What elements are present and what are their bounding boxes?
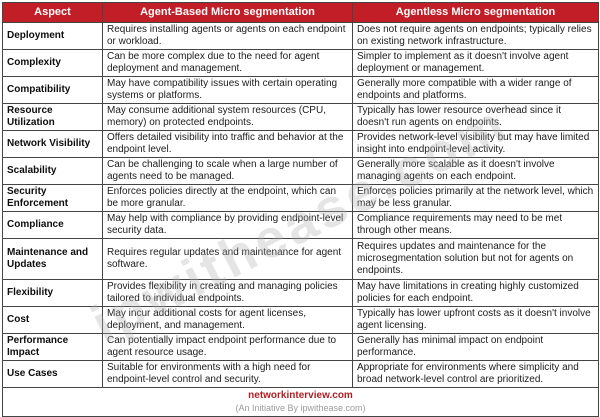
aspect-cell: Resource Utilization	[2, 103, 103, 131]
table-row: Use Cases Suitable for environments with…	[2, 360, 599, 388]
agent-based-cell: Can be more complex due to the need for …	[102, 49, 353, 77]
table-row: Complexity Can be more complex due to th…	[2, 49, 599, 77]
table-row: Network Visibility Offers detailed visib…	[2, 130, 599, 158]
header-aspect: Aspect	[2, 2, 103, 23]
agent-based-cell: Can be challenging to scale when a large…	[102, 157, 353, 185]
table-row: Resource Utilization May consume additio…	[2, 103, 599, 131]
agent-based-cell: Enforces policies directly at the endpoi…	[102, 184, 353, 212]
agentless-cell: Typically has lower resource overhead si…	[352, 103, 599, 131]
agentless-cell: Generally more scalable as it doesn't in…	[352, 157, 599, 185]
agent-based-cell: May consume additional system resources …	[102, 103, 353, 131]
table-row: Scalability Can be challenging to scale …	[2, 157, 599, 185]
aspect-cell: Use Cases	[2, 360, 103, 388]
agent-based-cell: May incur additional costs for agent lic…	[102, 306, 353, 334]
table-row: Performance Impact Can potentially impac…	[2, 333, 599, 361]
agentless-cell: Typically has lower upfront costs as it …	[352, 306, 599, 334]
agentless-cell: Compliance requirements may need to be m…	[352, 211, 599, 239]
aspect-cell: Deployment	[2, 22, 103, 50]
footer-site-link: networkinterview.com	[248, 390, 353, 401]
agent-based-cell: Suitable for environments with a high ne…	[102, 360, 353, 388]
footer-cell: networkinterview.com (An Initiative By i…	[2, 387, 599, 417]
aspect-cell: Compatibility	[2, 76, 103, 104]
agent-based-cell: May have compatibility issues with certa…	[102, 76, 353, 104]
agentless-cell: Provides network-level visibility but ma…	[352, 130, 599, 158]
table-row: Maintenance and Updates Requires regular…	[2, 238, 599, 280]
table-header-row: Aspect Agent-Based Micro segmentation Ag…	[2, 2, 599, 23]
footer-initiative-text: (An Initiative By ipwithease.com)	[235, 403, 366, 413]
table-row: Security Enforcement Enforces policies d…	[2, 184, 599, 212]
header-agent-based: Agent-Based Micro segmentation	[102, 2, 353, 23]
agentless-cell: Requires updates and maintenance for the…	[352, 238, 599, 280]
aspect-cell: Security Enforcement	[2, 184, 103, 212]
aspect-cell: Network Visibility	[2, 130, 103, 158]
table-row: Compatibility May have compatibility iss…	[2, 76, 599, 104]
agent-based-cell: May help with compliance by providing en…	[102, 211, 353, 239]
table-row: Cost May incur additional costs for agen…	[2, 306, 599, 334]
agent-based-cell: Provides flexibility in creating and man…	[102, 279, 353, 307]
aspect-cell: Scalability	[2, 157, 103, 185]
aspect-cell: Performance Impact	[2, 333, 103, 361]
aspect-cell: Cost	[2, 306, 103, 334]
aspect-cell: Maintenance and Updates	[2, 238, 103, 280]
agent-based-cell: Requires installing agents or agents on …	[102, 22, 353, 50]
table-row: Deployment Requires installing agents or…	[2, 22, 599, 50]
agent-based-cell: Can potentially impact endpoint performa…	[102, 333, 353, 361]
agentless-cell: Simpler to implement as it doesn't invol…	[352, 49, 599, 77]
agentless-cell: Generally more compatible with a wider r…	[352, 76, 599, 104]
agent-based-cell: Offers detailed visibility into traffic …	[102, 130, 353, 158]
table-row: Flexibility Provides flexibility in crea…	[2, 279, 599, 307]
agentless-cell: Enforces policies primarily at the netwo…	[352, 184, 599, 212]
agentless-cell: Appropriate for environments where simpl…	[352, 360, 599, 388]
agentless-cell: Generally has minimal impact on endpoint…	[352, 333, 599, 361]
aspect-cell: Complexity	[2, 49, 103, 77]
agentless-cell: May have limitations in creating highly …	[352, 279, 599, 307]
aspect-cell: Compliance	[2, 211, 103, 239]
footer-row: networkinterview.com (An Initiative By i…	[2, 387, 599, 417]
agent-based-cell: Requires regular updates and maintenance…	[102, 238, 353, 280]
aspect-cell: Flexibility	[2, 279, 103, 307]
agentless-cell: Does not require agents on endpoints; ty…	[352, 22, 599, 50]
table-row: Compliance May help with compliance by p…	[2, 211, 599, 239]
header-agentless: Agentless Micro segmentation	[352, 2, 599, 23]
